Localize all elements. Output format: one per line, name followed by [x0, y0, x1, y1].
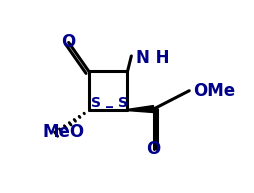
Text: _: _: [105, 94, 112, 108]
Text: MeO: MeO: [42, 123, 84, 141]
Text: O: O: [61, 33, 75, 52]
Text: O: O: [146, 140, 160, 158]
Text: N H: N H: [136, 49, 169, 67]
Text: OMe: OMe: [192, 82, 234, 100]
Text: S: S: [117, 96, 127, 110]
Text: S: S: [90, 96, 100, 110]
Polygon shape: [127, 106, 153, 113]
